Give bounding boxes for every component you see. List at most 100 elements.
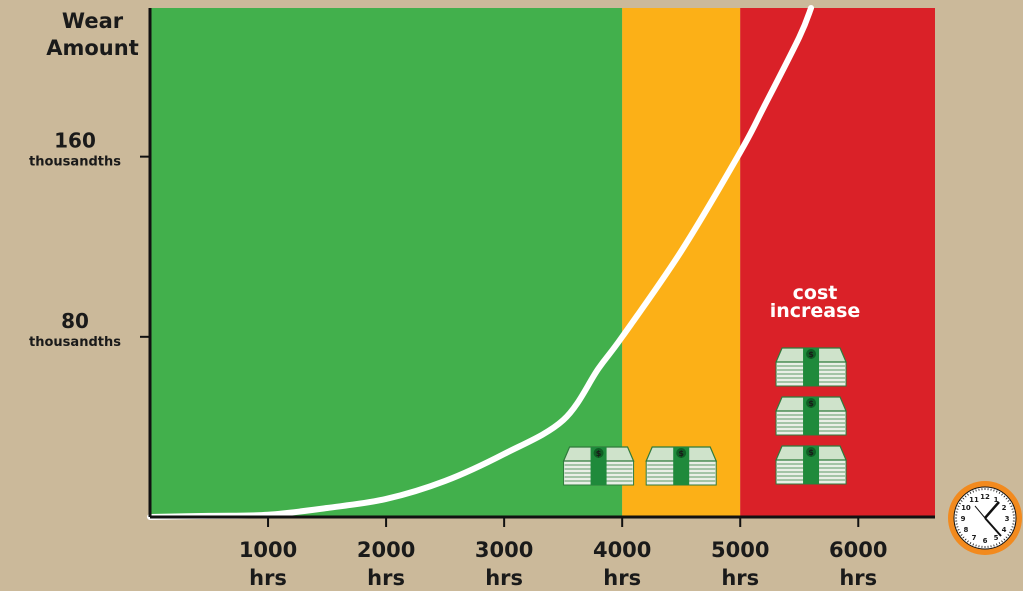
x-tick-sublabel: hrs <box>603 566 641 590</box>
clock-mark <box>1003 538 1006 541</box>
clock-mark <box>972 490 974 493</box>
clock-mark <box>967 493 969 496</box>
annotation-line-2: increase <box>769 300 861 322</box>
clock-mark <box>964 538 967 541</box>
clock-mark <box>958 502 961 505</box>
clock-mark <box>972 543 974 546</box>
clock-mark <box>1001 540 1003 543</box>
x-tick-sublabel: hrs <box>249 566 287 590</box>
annotation-line-1: cost <box>792 282 838 304</box>
clock-numeral: 4 <box>1002 526 1007 534</box>
curve-layer <box>147 5 815 520</box>
clock-mark <box>998 542 1001 545</box>
clock-mark <box>975 489 977 492</box>
bill-band <box>803 446 820 484</box>
clock-numeral: 12 <box>980 493 990 501</box>
y-axis-title-text: Wear Amount <box>46 9 139 60</box>
clock-mark <box>1009 531 1012 534</box>
clock-numeral: 2 <box>1002 504 1007 512</box>
dollar-sign-icon: $ <box>678 449 684 458</box>
y-tick-sublabel: thousandths <box>29 155 121 170</box>
clock-mark <box>962 497 965 500</box>
x-tick-label: 3000 <box>475 538 533 562</box>
clock-mark <box>975 544 977 547</box>
clock-mark <box>962 536 965 539</box>
clock-second-hand <box>974 505 986 519</box>
x-tick-sublabel: hrs <box>839 566 877 590</box>
y-axis-title: Wear Amount <box>35 8 150 62</box>
bill-seal <box>593 448 604 458</box>
clock-mark <box>957 505 960 507</box>
dollar-sign-icon: $ <box>596 449 602 458</box>
y-tick-sublabel: thousandths <box>29 335 121 350</box>
clock-mark <box>957 529 960 531</box>
wear-curve-line <box>147 5 815 520</box>
money-stack-icon: $ <box>775 445 847 485</box>
clock-numeral: 11 <box>969 496 979 504</box>
clock-mark <box>1010 529 1013 531</box>
clock-mark <box>1011 508 1014 510</box>
clock-mark <box>1009 502 1012 505</box>
clock-numeral: 6 <box>983 537 988 545</box>
x-tick-label: 2000 <box>357 538 415 562</box>
bill-seal <box>806 447 817 457</box>
clock-mark <box>969 542 972 545</box>
clock-hour-hand <box>984 501 1000 519</box>
x-tick-label: 6000 <box>829 538 887 562</box>
zone-0 <box>150 8 623 517</box>
dollar-sign-icon: $ <box>808 448 814 457</box>
bill-band <box>803 348 820 386</box>
zone-backgrounds <box>150 8 935 517</box>
clock-numeral: 10 <box>961 504 971 512</box>
clock-mark <box>993 489 995 492</box>
clock-numeral: 9 <box>961 515 966 523</box>
x-tick-sublabel: hrs <box>367 566 405 590</box>
dollar-sign-icon: $ <box>808 399 814 408</box>
bill-band <box>673 447 690 485</box>
clock-mark <box>993 544 995 547</box>
x-tick-label: 1000 <box>239 538 297 562</box>
bill-band <box>590 447 607 485</box>
clock-minute-hand <box>984 517 1002 537</box>
x-tick-label: 4000 <box>593 538 651 562</box>
bill-seal <box>806 398 817 408</box>
clock-mark <box>996 543 998 546</box>
clock-mark <box>1001 493 1003 496</box>
x-tick-sublabel: hrs <box>721 566 759 590</box>
dollar-sign-icon: $ <box>808 350 814 359</box>
clock-mark <box>996 490 998 493</box>
tick-labels: 1000 hrs 2000 hrs 3000 hrs 4000 hrs 5000 hrs 6000 h… <box>29 129 887 590</box>
clock-mark <box>960 500 963 502</box>
money-stack-icon: $ <box>775 396 847 436</box>
money-stack-icon: $ <box>775 347 847 387</box>
clock-mark <box>1007 500 1010 502</box>
clock-numeral: 7 <box>972 534 977 542</box>
money-stack-icon: $ <box>645 446 718 486</box>
money-layer: $ $ $ $ $ <box>562 347 847 486</box>
clock-mark <box>1011 526 1014 528</box>
clock-mark <box>969 491 972 494</box>
bill-seal <box>806 349 817 359</box>
clock-mark <box>1005 497 1008 500</box>
cost-increase-annotation: cost increase <box>750 282 880 322</box>
clock-numeral: 5 <box>994 534 999 542</box>
clock-mark <box>956 508 959 510</box>
y-tick-label: 160 <box>54 129 96 153</box>
x-tick-label: 5000 <box>711 538 769 562</box>
clock-mark <box>958 531 961 534</box>
bill-seal <box>676 448 687 458</box>
clock-mark <box>956 526 959 528</box>
clock-mark <box>1005 536 1008 539</box>
clock-mark <box>1010 505 1013 507</box>
clock-mark <box>964 495 967 498</box>
y-tick-label: 80 <box>61 309 89 333</box>
clock-numeral: 1 <box>994 496 999 504</box>
clock-mark <box>998 491 1001 494</box>
zone-2 <box>740 8 935 517</box>
clock-mark <box>1003 495 1006 498</box>
clock-numeral: 3 <box>1005 515 1010 523</box>
clock-mark <box>960 534 963 536</box>
